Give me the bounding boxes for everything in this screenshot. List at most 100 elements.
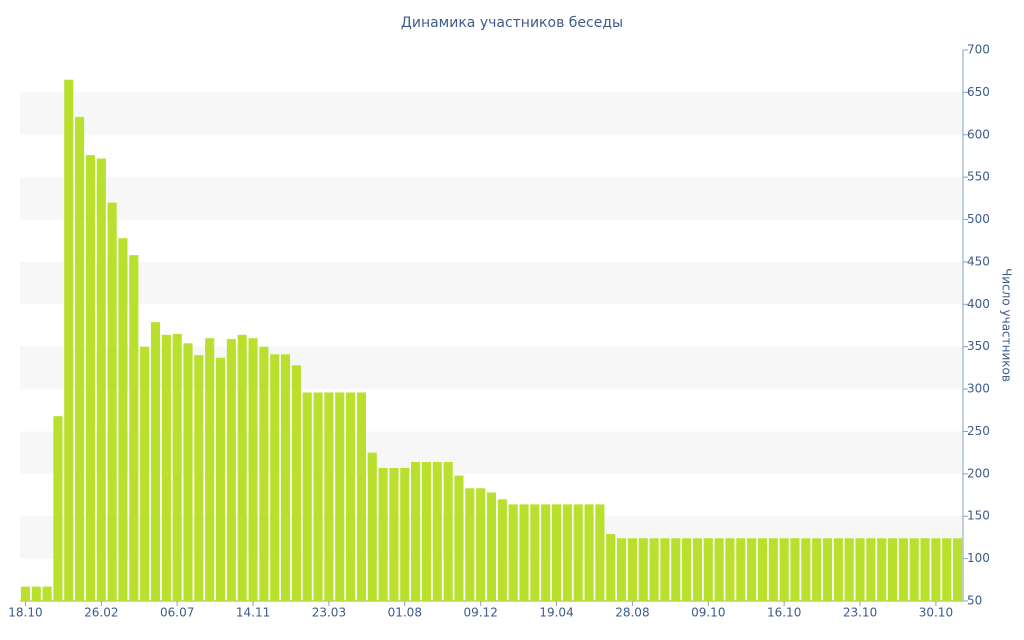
y-tick-label: 500 xyxy=(967,212,990,226)
bar xyxy=(714,538,724,601)
bar xyxy=(497,499,507,601)
bar xyxy=(443,461,453,601)
bar xyxy=(692,538,702,601)
x-tick-label: 19.04 xyxy=(539,606,573,620)
bar xyxy=(324,392,334,601)
y-tick-label: 450 xyxy=(967,254,990,268)
bar xyxy=(508,504,518,601)
x-tick-label: 26.02 xyxy=(84,606,118,620)
grid-band xyxy=(20,431,963,474)
bar xyxy=(887,538,898,601)
bar xyxy=(855,538,865,601)
grid-band xyxy=(20,261,963,305)
bar xyxy=(432,461,442,601)
bar xyxy=(627,538,637,601)
y-tick-label: 150 xyxy=(967,509,990,523)
bar xyxy=(822,538,833,601)
bar xyxy=(898,538,908,601)
bar xyxy=(833,538,843,601)
bar xyxy=(519,504,529,601)
bar xyxy=(551,504,562,601)
bar xyxy=(736,538,746,601)
bar xyxy=(356,392,366,601)
bar xyxy=(291,365,301,601)
y-axis-title: Число участников xyxy=(1000,268,1014,382)
chart-title: Динамика участников беседы xyxy=(401,15,623,31)
bar xyxy=(75,116,85,602)
bar xyxy=(877,538,887,601)
bar xyxy=(85,155,96,602)
bar xyxy=(237,334,247,601)
bar xyxy=(411,461,421,601)
bar xyxy=(866,538,876,601)
y-tick-label: 250 xyxy=(967,424,990,438)
bar xyxy=(378,467,388,601)
bar xyxy=(617,538,627,601)
y-tick-label: 700 xyxy=(967,43,990,57)
bar xyxy=(31,586,41,601)
y-tick-label: 550 xyxy=(967,170,990,184)
x-tick-label: 23.10 xyxy=(843,606,877,620)
bar xyxy=(281,354,291,601)
bar xyxy=(259,346,269,601)
bar xyxy=(801,538,811,601)
bar xyxy=(671,538,681,601)
bar xyxy=(953,538,963,601)
x-tick-label: 16.10 xyxy=(767,606,801,620)
bar xyxy=(660,538,670,601)
bar xyxy=(476,488,486,601)
bar xyxy=(638,538,648,601)
bar xyxy=(129,255,139,601)
bar xyxy=(454,475,464,601)
bar xyxy=(595,504,605,601)
y-tick-label: 600 xyxy=(967,127,990,141)
bar xyxy=(790,538,800,601)
bar xyxy=(584,504,594,601)
bar xyxy=(313,392,323,601)
y-tick-label: 400 xyxy=(967,297,990,311)
x-tick-label: 23.03 xyxy=(312,606,346,620)
bar xyxy=(248,338,258,601)
x-tick-label: 09.12 xyxy=(463,606,497,620)
bar xyxy=(530,504,540,601)
y-tick-label: 650 xyxy=(967,85,990,99)
grid-band xyxy=(20,177,963,220)
y-tick-label: 50 xyxy=(967,594,982,608)
bar xyxy=(205,338,215,601)
bar xyxy=(649,538,659,601)
bar xyxy=(920,538,930,601)
bar xyxy=(215,357,226,601)
bar xyxy=(140,346,150,601)
bar xyxy=(346,392,356,601)
y-tick-label: 350 xyxy=(967,339,990,353)
bar xyxy=(421,461,432,601)
x-tick-label: 01.08 xyxy=(388,606,422,620)
bar xyxy=(302,392,312,601)
bar xyxy=(942,538,952,601)
bar xyxy=(465,488,475,601)
y-tick-label: 100 xyxy=(967,551,990,565)
bar xyxy=(682,538,692,601)
bar xyxy=(64,79,74,601)
bar xyxy=(757,538,768,601)
bar xyxy=(270,354,280,601)
bar xyxy=(747,538,757,601)
bar xyxy=(389,467,399,601)
bar xyxy=(118,238,128,602)
x-tick-label: 18.10 xyxy=(8,606,42,620)
bar xyxy=(161,334,171,601)
bar xyxy=(172,333,182,601)
bar xyxy=(42,586,52,601)
bar xyxy=(194,355,204,601)
bar xyxy=(367,452,377,601)
bar xyxy=(20,586,30,601)
bar xyxy=(335,392,345,601)
y-tick-label: 200 xyxy=(967,466,990,480)
bar xyxy=(779,538,789,601)
bar xyxy=(573,504,583,601)
bar xyxy=(812,538,822,601)
y-tick-label: 300 xyxy=(967,382,990,396)
bar xyxy=(53,416,63,601)
bar xyxy=(562,504,572,601)
